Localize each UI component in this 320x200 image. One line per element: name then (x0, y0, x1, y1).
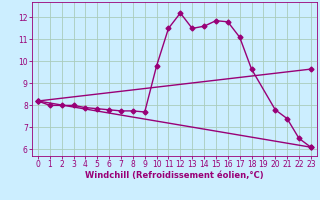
X-axis label: Windchill (Refroidissement éolien,°C): Windchill (Refroidissement éolien,°C) (85, 171, 264, 180)
